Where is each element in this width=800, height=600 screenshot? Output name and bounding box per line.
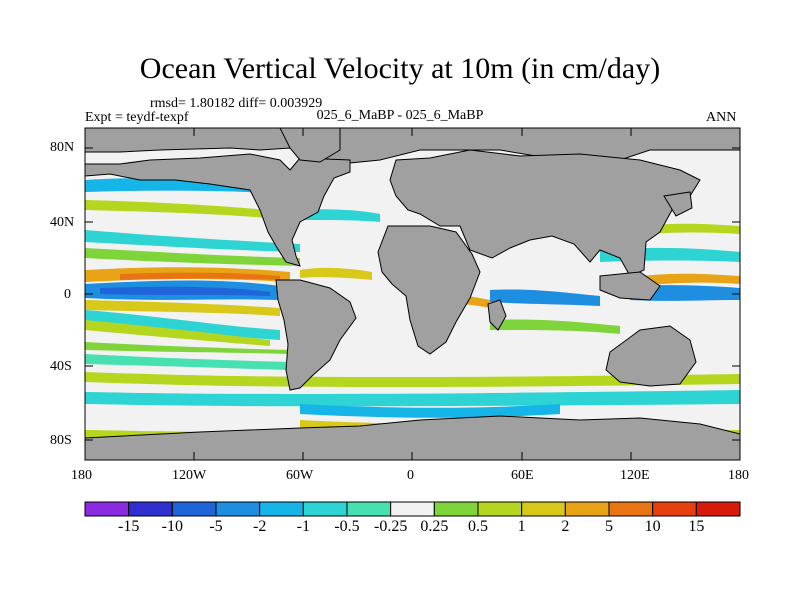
stats-text: rmsd= 1.80182 diff= 0.003929 bbox=[150, 96, 323, 111]
colorbar-swatch bbox=[215, 501, 261, 517]
colorbar-label: 15 bbox=[688, 518, 705, 535]
colorbar-label: 0.25 bbox=[420, 518, 449, 535]
south-pacific-band bbox=[85, 310, 280, 340]
map-plot-area bbox=[85, 128, 740, 460]
north-pacific-positive-band bbox=[85, 200, 290, 220]
north-tropical-positive-band bbox=[85, 248, 300, 266]
lat-label-40s: 40S bbox=[50, 359, 72, 374]
lon-label-180w: 180 bbox=[71, 468, 92, 483]
lon-label-60e: 60E bbox=[511, 468, 534, 483]
lat-label-80s: 80S bbox=[50, 433, 72, 448]
colorbar-swatch bbox=[390, 501, 435, 517]
lon-label-120e: 120E bbox=[620, 468, 650, 483]
lon-label-0: 0 bbox=[407, 468, 414, 483]
southern-ocean-band bbox=[85, 390, 740, 407]
land-masses bbox=[85, 128, 740, 460]
equatorial-atlantic-positive bbox=[300, 267, 372, 280]
colorbar-swatch bbox=[695, 501, 741, 517]
colorbar-swatch bbox=[346, 501, 392, 517]
lat-label-0: 0 bbox=[64, 287, 71, 302]
colorbar-label: -15 bbox=[117, 518, 140, 535]
colorbar-label: -10 bbox=[161, 518, 183, 535]
australia-land bbox=[605, 325, 697, 387]
colorbar-swatch bbox=[477, 501, 523, 517]
latitude-ticks bbox=[85, 147, 740, 441]
maritime-continent-land bbox=[599, 271, 661, 301]
colorbar-swatch bbox=[608, 501, 654, 517]
north-equatorial-core bbox=[120, 272, 280, 280]
colorbar-label: -1 bbox=[296, 518, 310, 535]
north-west-pacific-positive bbox=[640, 223, 740, 234]
colorbar-label: -0.25 bbox=[373, 518, 408, 535]
colorbar-swatch bbox=[564, 501, 610, 517]
north-atlantic-band bbox=[300, 209, 380, 222]
season-label: ANN bbox=[706, 110, 737, 125]
lat-label-80n: 80N bbox=[50, 140, 75, 155]
south-tropical-positive-band bbox=[85, 342, 290, 354]
colorbar-label: 0.5 bbox=[468, 518, 488, 535]
north-pacific-band bbox=[85, 230, 300, 252]
south-america-land bbox=[275, 279, 357, 391]
colorbar-swatch bbox=[128, 501, 173, 517]
colorbar-swatch bbox=[521, 501, 566, 517]
south-pacific-positive-band bbox=[85, 320, 270, 346]
colorbar-swatch bbox=[433, 501, 479, 517]
greenland-land bbox=[279, 128, 341, 163]
colorbar-swatch bbox=[171, 501, 217, 517]
case-label: 025_6_MaBP - 025_6_MaBP bbox=[316, 108, 484, 123]
colorbar bbox=[84, 501, 741, 517]
equatorial-pacific-core bbox=[100, 286, 270, 296]
colorbar-swatch bbox=[302, 501, 348, 517]
south-indian-positive-band bbox=[490, 319, 620, 334]
west-pacific-positive-band bbox=[640, 273, 740, 286]
lon-label-120w: 120W bbox=[172, 468, 207, 483]
antarctica-land bbox=[85, 415, 740, 460]
plot-title: Ocean Vertical Velocity at 10m (in cm/da… bbox=[139, 52, 661, 85]
north-america-land bbox=[85, 153, 351, 267]
colorbar-label: 2 bbox=[561, 518, 570, 535]
colorbar-swatch bbox=[84, 501, 130, 517]
south-subtropical-positive-band bbox=[85, 372, 740, 388]
japan-land bbox=[663, 191, 693, 217]
colorbar-label: -0.5 bbox=[334, 518, 360, 535]
lon-label-180e: 180 bbox=[728, 468, 749, 483]
africa-land bbox=[377, 225, 481, 355]
south-equatorial-positive-band bbox=[85, 300, 280, 316]
eurasia-land bbox=[389, 149, 701, 277]
experiment-label: Expt = teydf-texpf bbox=[85, 110, 189, 125]
colorbar-label: 10 bbox=[644, 518, 661, 535]
colorbar-label: -5 bbox=[209, 518, 223, 535]
colorbar-label: 5 bbox=[605, 518, 613, 535]
equatorial-indian-band bbox=[490, 289, 600, 306]
colorbar-swatch bbox=[259, 501, 304, 517]
lon-label-60w: 60W bbox=[286, 468, 314, 483]
colorbar-swatch bbox=[652, 501, 697, 517]
colorbar-label: 1 bbox=[517, 518, 526, 535]
longitude-ticks bbox=[84, 128, 741, 460]
colorbar-label: -2 bbox=[252, 518, 267, 535]
south-pacific-mid-band bbox=[85, 354, 290, 370]
southern-ocean-core bbox=[300, 404, 560, 418]
madagascar-land bbox=[487, 299, 507, 331]
lat-label-40n: 40N bbox=[50, 215, 75, 230]
